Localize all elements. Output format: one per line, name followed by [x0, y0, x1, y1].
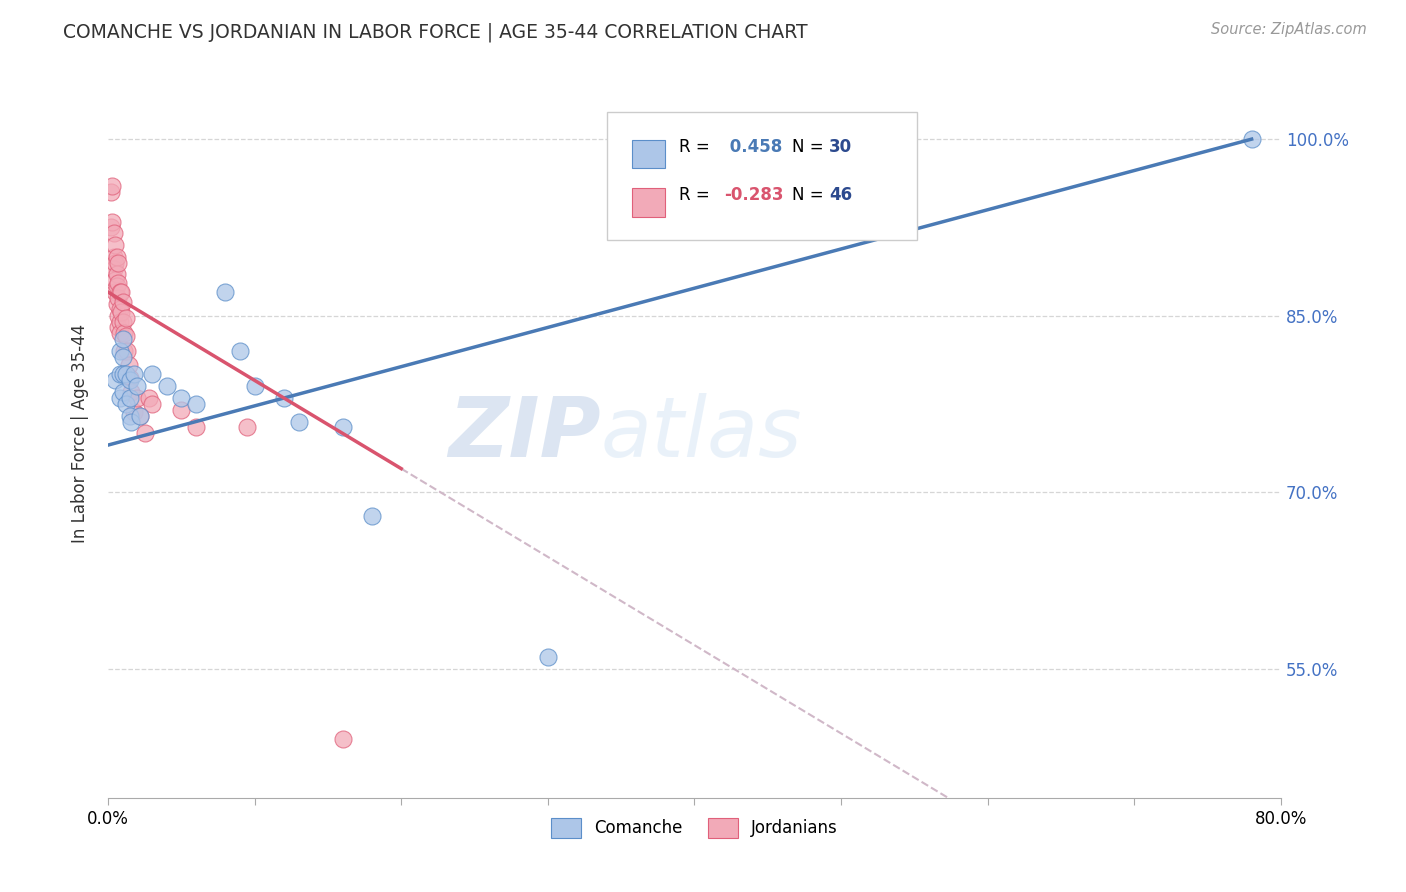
Point	[184, 397, 207, 411]
Text: R =: R =	[679, 186, 716, 203]
Text: Source: ZipAtlas.com: Source: ZipAtlas.com	[1211, 22, 1367, 37]
Point	[118, 373, 141, 387]
Point	[229, 343, 252, 358]
Point	[107, 320, 129, 334]
Point	[104, 273, 127, 287]
Point	[141, 368, 163, 382]
Point	[243, 379, 266, 393]
Point	[170, 402, 193, 417]
Point	[111, 368, 134, 382]
Point	[105, 250, 128, 264]
Point	[118, 391, 141, 405]
Point	[170, 391, 193, 405]
Text: 0.458: 0.458	[724, 137, 782, 155]
Point	[127, 379, 149, 393]
Point	[156, 379, 179, 393]
Text: COMANCHE VS JORDANIAN IN LABOR FORCE | AGE 35-44 CORRELATION CHART: COMANCHE VS JORDANIAN IN LABOR FORCE | A…	[63, 22, 808, 42]
Point	[104, 238, 127, 252]
Point	[114, 368, 136, 382]
Point	[105, 268, 128, 282]
Point	[105, 279, 128, 293]
Text: N =: N =	[792, 137, 828, 155]
Point	[129, 409, 152, 423]
Point	[134, 426, 156, 441]
Text: -0.283: -0.283	[724, 186, 783, 203]
Point	[118, 409, 141, 423]
Point	[287, 415, 309, 429]
Point	[236, 420, 259, 434]
Point	[112, 343, 135, 358]
Text: N =: N =	[792, 186, 828, 203]
Point	[107, 309, 129, 323]
Point	[124, 405, 146, 419]
Point	[105, 297, 128, 311]
Point	[117, 358, 139, 372]
Point	[115, 343, 138, 358]
Y-axis label: In Labor Force | Age 35-44: In Labor Force | Age 35-44	[72, 324, 89, 543]
Point	[127, 391, 149, 405]
Point	[124, 368, 146, 382]
Point	[214, 285, 236, 299]
Point	[361, 508, 384, 523]
FancyBboxPatch shape	[633, 140, 665, 169]
Point	[111, 350, 134, 364]
Point	[108, 285, 131, 299]
Text: R =: R =	[679, 137, 716, 155]
Point	[108, 391, 131, 405]
Point	[332, 732, 354, 747]
Text: 30: 30	[830, 137, 852, 155]
Point	[110, 285, 132, 299]
FancyBboxPatch shape	[606, 112, 917, 240]
Point	[537, 649, 560, 664]
Point	[141, 397, 163, 411]
Point	[114, 311, 136, 326]
Point	[118, 371, 141, 385]
Point	[107, 291, 129, 305]
Point	[108, 368, 131, 382]
Point	[114, 328, 136, 343]
Point	[101, 214, 124, 228]
Point	[100, 185, 122, 199]
Point	[120, 385, 142, 400]
Point	[103, 261, 125, 276]
Point	[103, 250, 125, 264]
Point	[108, 343, 131, 358]
Legend: Comanche, Jordanians: Comanche, Jordanians	[544, 811, 845, 845]
Point	[104, 255, 127, 269]
Point	[100, 220, 122, 235]
Point	[138, 391, 160, 405]
Point	[184, 420, 207, 434]
Point	[111, 385, 134, 400]
Point	[103, 227, 125, 241]
Point	[107, 276, 129, 290]
Text: atlas: atlas	[600, 392, 803, 474]
Point	[111, 314, 134, 328]
Point	[108, 301, 131, 316]
Point	[101, 179, 124, 194]
Point	[108, 314, 131, 328]
Point	[111, 294, 134, 309]
Point	[104, 373, 127, 387]
Point	[110, 305, 132, 319]
Point	[120, 415, 142, 429]
Point	[1240, 132, 1263, 146]
Point	[112, 326, 135, 341]
Point	[111, 332, 134, 346]
Point	[129, 409, 152, 423]
Point	[108, 326, 131, 341]
Point	[273, 391, 295, 405]
Point	[114, 397, 136, 411]
Point	[107, 255, 129, 269]
Point	[332, 420, 354, 434]
Text: 46: 46	[830, 186, 852, 203]
FancyBboxPatch shape	[633, 188, 665, 217]
Text: ZIP: ZIP	[449, 392, 600, 474]
Point	[104, 285, 127, 299]
